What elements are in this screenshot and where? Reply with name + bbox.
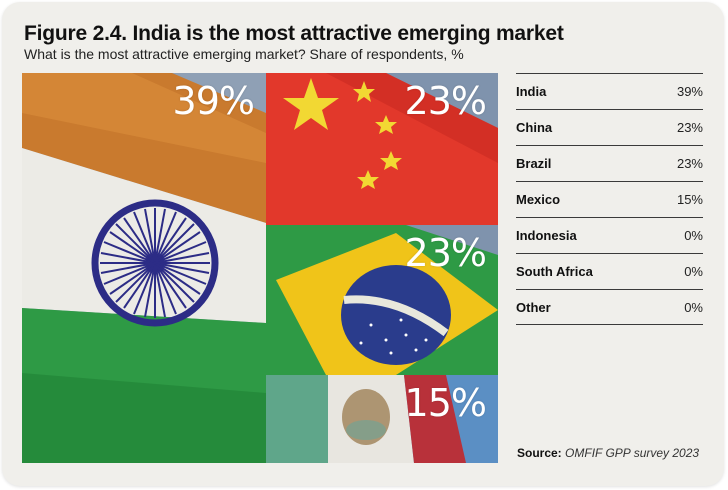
mexico-flag-icon bbox=[266, 375, 498, 463]
india-tile: 39% bbox=[22, 73, 266, 463]
country-share: 0% bbox=[684, 264, 703, 279]
country-name: India bbox=[516, 84, 547, 99]
country-share: 0% bbox=[684, 299, 703, 315]
mexico-percent-label: 15% bbox=[404, 381, 487, 425]
country-name: Indonesia bbox=[516, 228, 577, 243]
country-name: Mexico bbox=[516, 192, 561, 207]
figure-subtitle: What is the most attractive emerging mar… bbox=[24, 46, 464, 62]
mexico-tile: 15% bbox=[266, 375, 498, 463]
brazil-percent-label: 23% bbox=[404, 231, 487, 275]
country-share: 0% bbox=[684, 228, 703, 243]
china-percent-label: 23% bbox=[404, 79, 487, 123]
source-note: Source: OMFIF GPP survey 2023 bbox=[517, 446, 699, 460]
country-share: 39% bbox=[676, 84, 703, 99]
country-name: South Africa bbox=[516, 264, 593, 279]
india-percent-label: 39% bbox=[172, 79, 255, 123]
table-row: Mexico 15% bbox=[516, 181, 703, 217]
china-tile: 23% bbox=[266, 73, 498, 225]
china-flag-icon bbox=[266, 73, 498, 225]
figure-title: Figure 2.4. India is the most attractive… bbox=[24, 22, 564, 45]
table-row: India 39% bbox=[516, 73, 703, 109]
results-table: India 39% China 23% Brazil 23% Mexico 15… bbox=[516, 73, 703, 325]
table-row: China 23% bbox=[516, 109, 703, 145]
country-name: Brazil bbox=[516, 156, 552, 171]
brazil-flag-icon bbox=[266, 225, 498, 375]
country-share: 23% bbox=[676, 156, 703, 171]
india-flag-icon bbox=[22, 73, 266, 463]
brazil-tile: 23% bbox=[266, 225, 498, 375]
country-share: 15% bbox=[676, 192, 703, 207]
source-label: Source: bbox=[517, 446, 562, 460]
table-row: Other 0% bbox=[516, 289, 703, 325]
table-row: Indonesia 0% bbox=[516, 217, 703, 253]
flag-mosaic: 39% 23% 23% bbox=[22, 73, 498, 463]
table-row: South Africa 0% bbox=[516, 253, 703, 289]
country-name: China bbox=[516, 120, 553, 135]
source-text: OMFIF GPP survey 2023 bbox=[565, 446, 700, 460]
table-row: Brazil 23% bbox=[516, 145, 703, 181]
country-name: Other bbox=[516, 299, 551, 315]
country-share: 23% bbox=[676, 120, 703, 135]
